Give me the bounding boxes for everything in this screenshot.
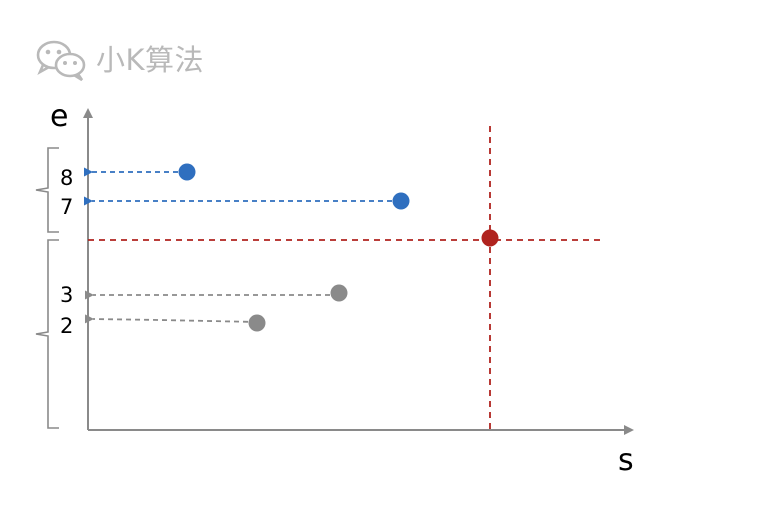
tick-label-7: 7 xyxy=(60,195,73,219)
watermark: 小K算法 xyxy=(34,38,204,82)
blue-point-7 xyxy=(392,192,410,210)
y-axis-label: e xyxy=(50,99,68,134)
gray-point-3 xyxy=(330,284,348,302)
blue-point-8 xyxy=(178,163,196,181)
x-axis-label: s xyxy=(618,443,634,478)
tick-label-2: 2 xyxy=(60,314,73,338)
gray-point-2 xyxy=(248,314,266,332)
upper-bracket xyxy=(35,147,59,233)
red-point xyxy=(481,229,499,247)
gray-projection-arrow-2 xyxy=(84,314,258,324)
tick-label-3: 3 xyxy=(60,283,73,307)
lower-bracket xyxy=(35,239,59,429)
wechat-icon xyxy=(34,38,88,82)
watermark-text: 小K算法 xyxy=(96,42,205,77)
tick-label-8: 8 xyxy=(60,166,73,190)
